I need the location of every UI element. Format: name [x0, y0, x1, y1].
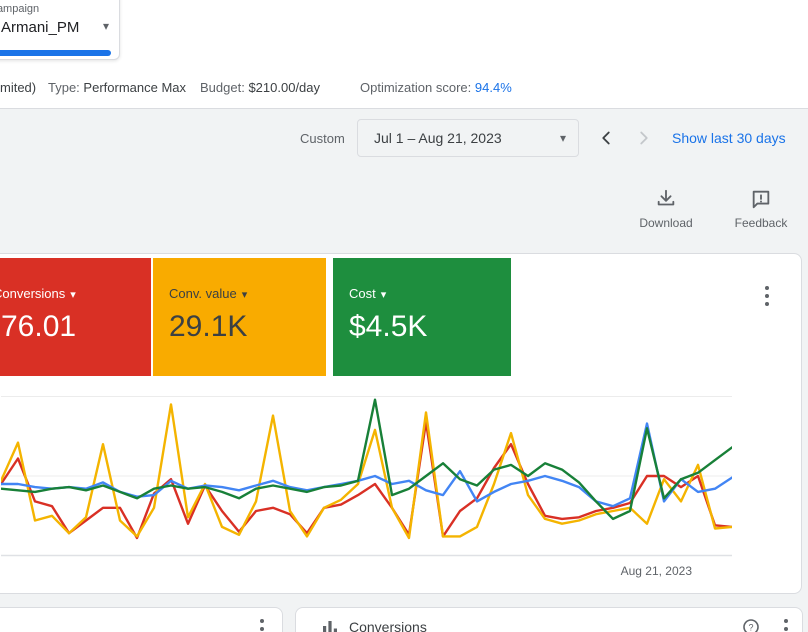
download-icon — [630, 188, 702, 212]
date-range-mode-label: Custom — [300, 131, 345, 146]
campaign-selector-label: Campaign — [0, 3, 39, 15]
performance-line-chart[interactable] — [1, 389, 732, 561]
next-period-button[interactable] — [630, 124, 658, 152]
metric-chip-conversions[interactable]: Conversions▾ 76.01 — [0, 258, 151, 376]
metric-value: 29.1K — [169, 310, 326, 344]
download-button[interactable]: Download — [630, 188, 702, 230]
feedback-button[interactable]: Feedback — [725, 188, 797, 230]
card-menu-icon[interactable] — [260, 617, 264, 632]
previous-period-button[interactable] — [592, 124, 620, 152]
date-range-picker[interactable]: Jul 1 – Aug 21, 2023 ▾ — [357, 119, 579, 157]
chevron-down-icon[interactable]: ▾ — [103, 19, 109, 33]
google-ads-overview-screen: Campaign Armani_PM ▾ mited) Type: Perfor… — [0, 0, 808, 632]
chart-line-conv-value — [1, 404, 732, 538]
metric-label: Conv. value▾ — [169, 286, 326, 301]
status-text-truncated: mited) — [0, 80, 36, 95]
campaign-name: Armani_PM — [1, 19, 79, 36]
metric-chip-cost[interactable]: Cost▾ $4.5K — [333, 258, 511, 376]
overview-chart-card: Conversions▾ 76.01 Conv. value▾ 29.1K Co… — [0, 253, 802, 594]
campaign-budget[interactable]: Budget: $210.00/day — [200, 80, 320, 95]
bottom-right-card-header: Conversions — [321, 618, 427, 632]
metric-label: Conversions▾ — [0, 286, 151, 301]
chevron-down-icon: ▾ — [242, 289, 248, 301]
chevron-down-icon: ▾ — [560, 131, 566, 145]
metric-chip-conv-value[interactable]: Conv. value▾ 29.1K — [153, 258, 326, 376]
card-menu-icon[interactable] — [784, 617, 788, 632]
feedback-icon — [725, 188, 797, 212]
chevron-left-icon — [595, 127, 617, 149]
campaign-active-underline — [0, 50, 111, 56]
metric-chips-row: Conversions▾ 76.01 Conv. value▾ 29.1K Co… — [0, 258, 511, 376]
feedback-label: Feedback — [725, 216, 797, 230]
metric-value: 76.01 — [1, 310, 151, 344]
metric-value: $4.5K — [349, 310, 511, 344]
svg-text:?: ? — [748, 622, 753, 632]
show-last-30-days-link[interactable]: Show last 30 days — [672, 130, 786, 146]
chevron-down-icon: ▾ — [381, 289, 387, 301]
campaign-header-bar: Campaign Armani_PM ▾ mited) Type: Perfor… — [0, 0, 808, 109]
bottom-right-card-actions: ? — [742, 617, 788, 632]
chevron-down-icon: ▾ — [70, 289, 76, 301]
metric-label: Cost▾ — [349, 286, 511, 301]
bottom-right-card-title: Conversions — [349, 619, 427, 632]
campaign-selector[interactable]: Campaign Armani_PM ▾ — [0, 0, 120, 60]
bar-chart-icon — [321, 618, 339, 632]
download-label: Download — [630, 216, 702, 230]
help-icon[interactable]: ? — [742, 618, 760, 632]
optimization-score[interactable]: Optimization score: 94.4% — [360, 80, 512, 95]
campaign-type: Type: Performance Max — [48, 80, 186, 95]
campaign-status-row: mited) Type: Performance Max Budget: $21… — [0, 80, 808, 98]
date-range-value: Jul 1 – Aug 21, 2023 — [374, 130, 502, 146]
overview-card-menu-icon[interactable] — [765, 284, 769, 308]
bottom-right-card: Conversions ? — [295, 607, 803, 632]
chevron-right-icon — [633, 127, 655, 149]
chart-x-axis-end-label: Aug 21, 2023 — [1, 564, 692, 578]
bottom-left-card — [0, 607, 283, 632]
